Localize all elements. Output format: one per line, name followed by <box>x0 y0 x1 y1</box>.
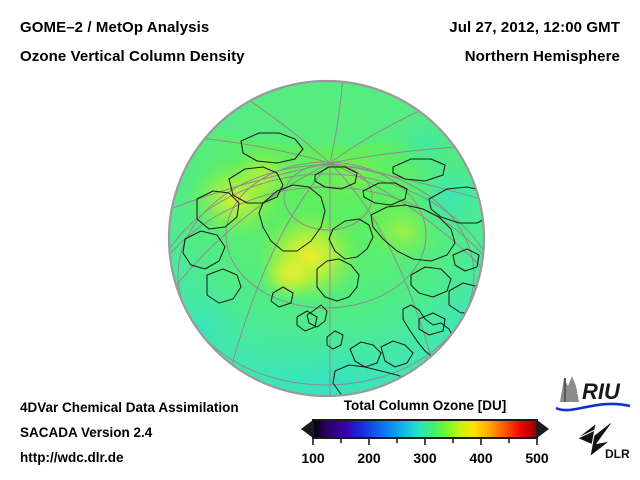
riu-logo-text: RIU <box>582 379 621 404</box>
colorbar-ramp <box>312 419 538 439</box>
colorbar-extend-high <box>537 420 549 438</box>
page-subtitle: Ozone Vertical Column Density <box>20 48 245 65</box>
globe-map <box>167 79 486 398</box>
colorbar: Total Column Ozone [DU] <box>300 398 550 473</box>
logo-group: RIU DLR <box>552 372 636 461</box>
colorbar-title: Total Column Ozone [DU] <box>343 398 507 413</box>
dlr-logo-text: DLR <box>605 447 630 460</box>
coastlines <box>182 132 484 396</box>
footer-url[interactable]: http://wdc.dlr.de <box>20 450 124 465</box>
footer-version: SACADA Version 2.4 <box>20 425 153 440</box>
colorbar-extend-low <box>301 420 313 438</box>
logo-svg: RIU DLR <box>555 376 631 461</box>
globe-limb <box>167 79 486 398</box>
globe-svg <box>167 79 486 398</box>
colorbar-tick-label: 500 <box>525 450 549 466</box>
colorbar-tick-label: 200 <box>357 450 381 466</box>
colorbar-tick-label: 300 <box>413 450 437 466</box>
region-label: Northern Hemisphere <box>464 48 620 65</box>
colorbar-tick-label: 400 <box>469 450 493 466</box>
page-title: GOME–2 / MetOp Analysis <box>20 19 210 36</box>
observation-date: Jul 27, 2012, 12:00 GMT <box>449 19 620 36</box>
footer-method: 4DVar Chemical Data Assimilation <box>20 400 239 415</box>
colorbar-svg: 100 200 300 400 500 <box>301 419 549 466</box>
colorbar-tick-label: 100 <box>301 450 325 466</box>
dlr-logo: DLR <box>577 421 630 461</box>
riu-logo: RIU <box>555 376 631 412</box>
colorbar-ticks <box>312 438 538 445</box>
